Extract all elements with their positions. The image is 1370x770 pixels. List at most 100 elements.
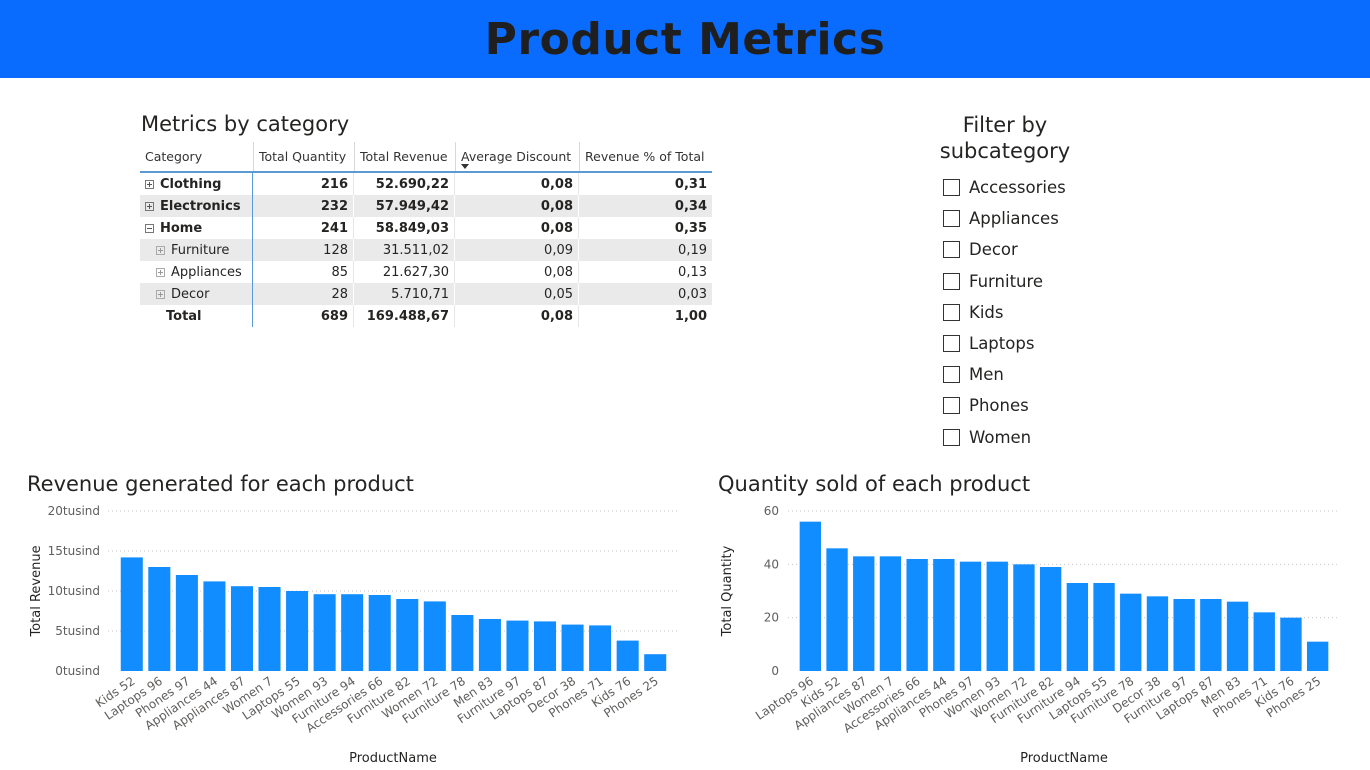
column-header-average-discount[interactable]: Average Discount <box>455 142 579 171</box>
sort-descending-icon[interactable] <box>461 164 469 169</box>
bar[interactable] <box>148 567 171 671</box>
checkbox[interactable] <box>943 335 960 353</box>
bar[interactable] <box>175 575 198 671</box>
bar[interactable] <box>589 625 612 671</box>
slicer-title: Filter by subcategory <box>930 112 1080 164</box>
bar[interactable] <box>203 581 226 671</box>
slicer-option-kids[interactable]: Kids <box>943 297 1066 328</box>
column-header-total-revenue[interactable]: Total Revenue <box>354 142 455 171</box>
bar[interactable] <box>879 556 902 671</box>
bar[interactable] <box>1120 593 1142 671</box>
checkbox[interactable] <box>943 179 960 197</box>
bar[interactable] <box>534 621 557 671</box>
bar[interactable] <box>959 561 982 671</box>
bar[interactable] <box>368 595 391 671</box>
bar[interactable] <box>1039 567 1062 671</box>
bar[interactable] <box>423 601 446 671</box>
bar[interactable] <box>120 557 143 671</box>
bar[interactable] <box>341 594 364 671</box>
checkbox[interactable] <box>943 428 960 446</box>
y-tick-label: 5tusind <box>55 624 100 638</box>
column-header-total-quantity[interactable]: Total Quantity <box>253 142 354 171</box>
bar[interactable] <box>1200 599 1222 671</box>
checkbox[interactable] <box>943 397 960 415</box>
category-cell: Electronics <box>140 195 253 217</box>
category-cell: Furniture <box>140 239 253 261</box>
expand-icon[interactable] <box>145 201 154 211</box>
y-tick-label: 0 <box>771 664 779 678</box>
slicer-option-furniture[interactable]: Furniture <box>943 266 1066 297</box>
bar[interactable] <box>799 521 822 671</box>
bar[interactable] <box>853 556 875 671</box>
bar[interactable] <box>478 619 501 671</box>
revenue-pct-cell: 0,19 <box>678 242 707 258</box>
revenue-bar-chart: 0tusind 5tusind 10tusind 15tusind 20tusind To… <box>29 504 680 766</box>
bar[interactable] <box>396 599 419 671</box>
bar[interactable] <box>1226 601 1249 671</box>
bar[interactable] <box>230 586 253 671</box>
category-cell: Appliances <box>140 261 253 283</box>
column-header-revenue-pct[interactable]: Revenue % of Total <box>579 142 712 171</box>
x-axis-label: ProductName <box>1020 751 1108 766</box>
bar[interactable] <box>1066 583 1089 671</box>
y-tick-label: 15tusind <box>48 544 100 558</box>
revenue-cell: 31.511,02 <box>354 239 455 261</box>
bar[interactable] <box>561 624 584 671</box>
slicer-option-label: Laptops <box>969 334 1035 354</box>
bar[interactable] <box>644 654 667 671</box>
quantity-cell: 85 <box>253 261 354 283</box>
quantity-cell: 128 <box>253 239 354 261</box>
discount-cell: 0,08 <box>455 195 579 217</box>
bar[interactable] <box>826 548 848 671</box>
bar[interactable] <box>1146 596 1169 671</box>
revenue-cell: 52.690,22 <box>354 173 455 195</box>
bar[interactable] <box>1093 583 1115 671</box>
matrix-row-decor: Decor 28 5.710,71 0,05 0,03 <box>140 283 712 305</box>
checkbox[interactable] <box>943 366 960 384</box>
matrix-title: Metrics by category <box>141 112 350 136</box>
category-label: Clothing <box>160 176 222 192</box>
slicer-option-phones[interactable]: Phones <box>943 390 1066 421</box>
column-header-category[interactable]: Category <box>145 149 203 164</box>
category-label: Decor <box>171 286 210 302</box>
y-tick-label: 0tusind <box>55 664 100 678</box>
checkbox[interactable] <box>943 241 960 259</box>
bar[interactable] <box>906 559 928 671</box>
page-title: Product Metrics <box>484 13 886 65</box>
discount-cell: 0,09 <box>455 239 579 261</box>
checkbox[interactable] <box>943 303 960 321</box>
collapse-icon[interactable] <box>145 223 154 233</box>
bar[interactable] <box>506 620 529 671</box>
bar[interactable] <box>1253 612 1275 671</box>
category-label: Appliances <box>171 264 242 280</box>
slicer-option-appliances[interactable]: Appliances <box>943 203 1066 234</box>
bar[interactable] <box>1306 641 1329 671</box>
bar[interactable] <box>1280 617 1302 671</box>
bar[interactable] <box>313 594 336 671</box>
bar[interactable] <box>1013 564 1035 671</box>
slicer-option-men[interactable]: Men <box>943 359 1066 390</box>
expand-icon[interactable] <box>156 289 165 299</box>
bar[interactable] <box>1173 599 1195 671</box>
expand-icon[interactable] <box>145 179 154 189</box>
quantity-cell: 28 <box>253 283 354 305</box>
checkbox[interactable] <box>943 272 960 290</box>
expand-icon[interactable] <box>156 267 165 277</box>
bar[interactable] <box>616 640 639 671</box>
bar[interactable] <box>451 615 474 671</box>
slicer-option-laptops[interactable]: Laptops <box>943 328 1066 359</box>
discount-cell: 0,08 <box>455 261 579 283</box>
bar[interactable] <box>258 587 281 671</box>
slicer-option-decor[interactable]: Decor <box>943 234 1066 265</box>
checkbox[interactable] <box>943 210 960 228</box>
total-discount: 0,08 <box>455 305 579 327</box>
expand-icon[interactable] <box>156 245 165 255</box>
slicer-option-women[interactable]: Women <box>943 422 1066 453</box>
bar[interactable] <box>986 561 1008 671</box>
bar[interactable] <box>933 559 955 671</box>
subcategory-slicer: Accessories Appliances Decor Furniture Kids L… <box>943 172 1066 453</box>
bar[interactable] <box>286 591 309 671</box>
slicer-option-accessories[interactable]: Accessories <box>943 172 1066 203</box>
slicer-title-line1: Filter by <box>962 113 1048 137</box>
quantity-cell: 216 <box>253 173 354 195</box>
